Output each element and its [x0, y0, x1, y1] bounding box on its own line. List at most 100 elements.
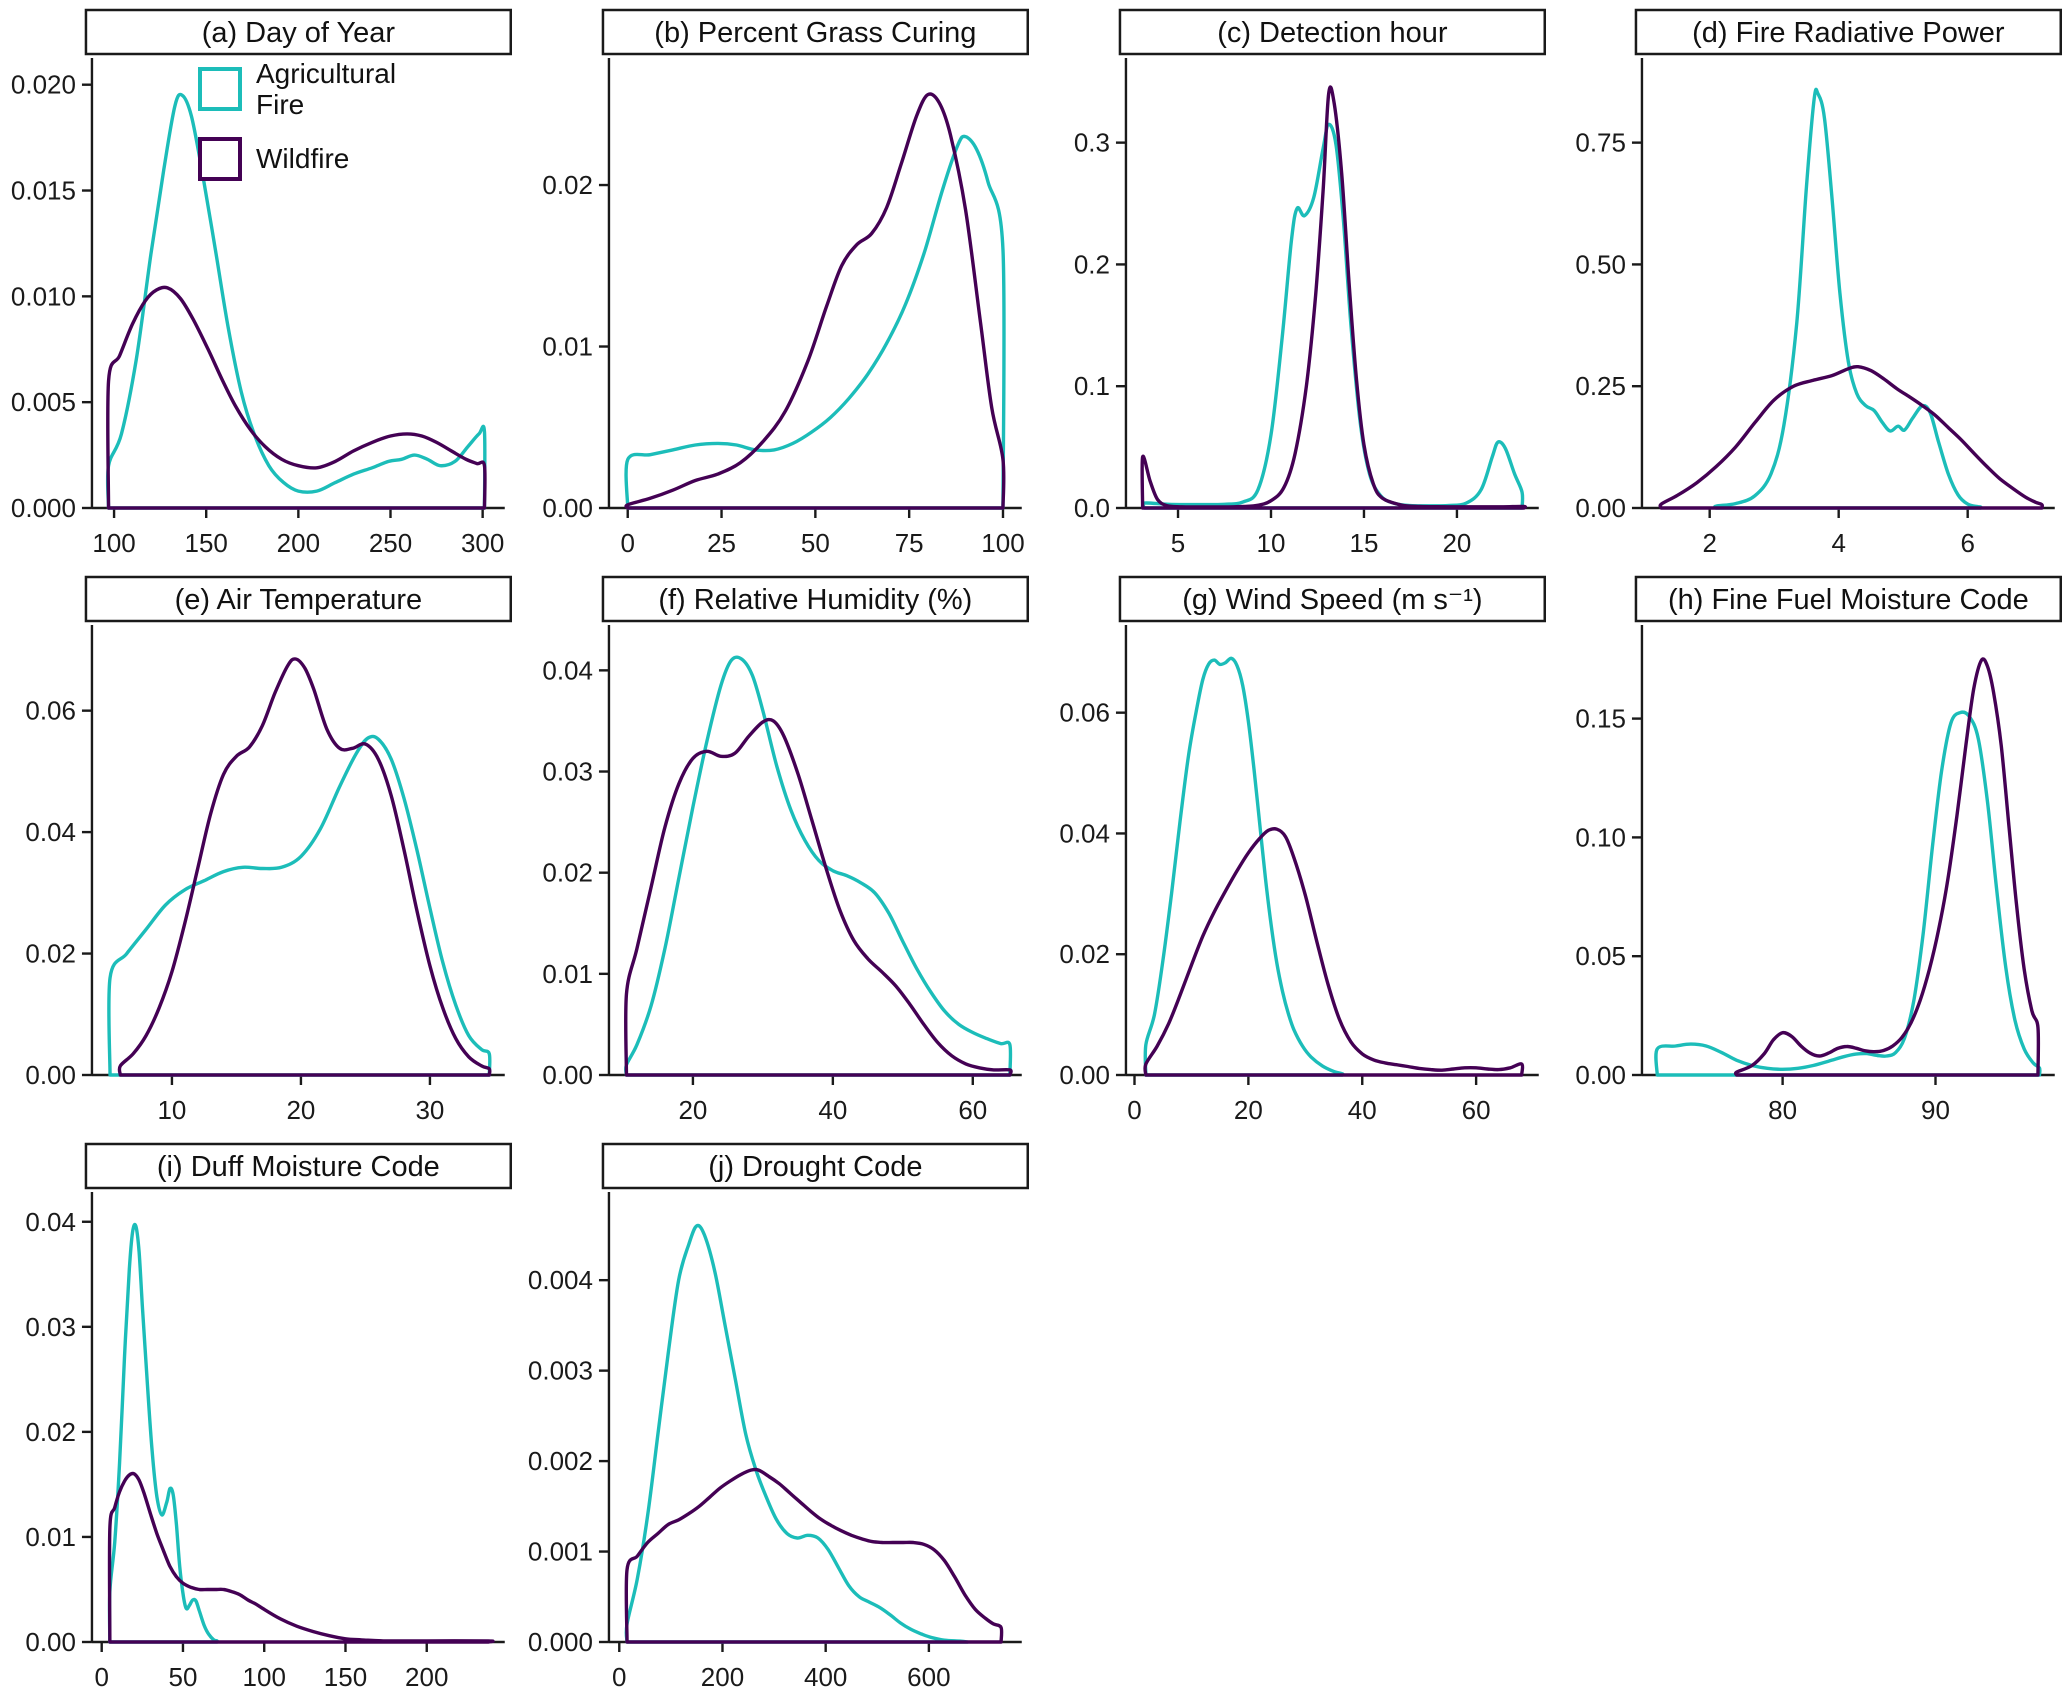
- svg-text:0.00: 0.00: [1059, 1060, 1110, 1090]
- svg-text:0.02: 0.02: [25, 1417, 76, 1447]
- svg-text:0.00: 0.00: [542, 1060, 593, 1090]
- svg-text:0.03: 0.03: [542, 757, 593, 787]
- svg-text:0.001: 0.001: [528, 1537, 593, 1567]
- svg-text:0.15: 0.15: [1576, 704, 1627, 734]
- svg-text:0.00: 0.00: [542, 493, 593, 523]
- panel-e-air-temperature: (e) Air Temperature 10 20 30 0.00 0.02 0.04 0.0…: [0, 567, 517, 1134]
- svg-text:0.04: 0.04: [25, 1207, 76, 1237]
- svg-text:40: 40: [1347, 1095, 1376, 1125]
- svg-text:150: 150: [324, 1662, 367, 1692]
- svg-text:40: 40: [818, 1095, 847, 1125]
- svg-text:0.02: 0.02: [1059, 939, 1110, 969]
- svg-text:0.00: 0.00: [1576, 1060, 1627, 1090]
- svg-text:300: 300: [461, 528, 504, 558]
- legend: Agricultural Fire Wildfire: [198, 58, 421, 181]
- svg-text:0.04: 0.04: [542, 655, 593, 685]
- svg-text:0: 0: [94, 1662, 108, 1692]
- svg-text:0: 0: [620, 528, 634, 558]
- svg-text:25: 25: [707, 528, 736, 558]
- legend-item-wildfire: Wildfire: [198, 136, 421, 181]
- svg-text:0.0: 0.0: [1073, 493, 1109, 523]
- svg-text:0.00: 0.00: [25, 1060, 76, 1090]
- svg-text:100: 100: [981, 528, 1024, 558]
- svg-text:0.06: 0.06: [25, 696, 76, 726]
- legend-label-wildfire: Wildfire: [256, 143, 350, 175]
- svg-text:10: 10: [1256, 528, 1285, 558]
- svg-text:0.015: 0.015: [11, 176, 76, 206]
- svg-text:0.01: 0.01: [25, 1522, 76, 1552]
- svg-text:(e) Air Temperature: (e) Air Temperature: [175, 584, 422, 616]
- panel-j-drought-code: (j) Drought Code 0 200 400 600 0.000 0.001 0.00…: [517, 1134, 1034, 1701]
- svg-text:0.000: 0.000: [528, 1627, 593, 1657]
- svg-text:0.3: 0.3: [1073, 128, 1109, 158]
- svg-text:(c) Detection hour: (c) Detection hour: [1217, 17, 1448, 49]
- legend-swatch-wildfire: [198, 136, 242, 181]
- svg-text:0.003: 0.003: [528, 1356, 593, 1386]
- panel-b-percent-grass-curing: (b) Percent Grass Curing 0 25 50 75 100 0.00 0.…: [517, 0, 1034, 567]
- plot-drought-code: (j) Drought Code 0 200 400 600 0.000 0.001 0.00…: [528, 1142, 1029, 1692]
- plot-fine-fuel-moisture-code: (h) Fine Fuel Moisture Code 80 90 0.00 0.05 0…: [1576, 575, 2063, 1125]
- svg-text:250: 250: [369, 528, 412, 558]
- svg-text:0: 0: [612, 1662, 626, 1692]
- svg-text:20: 20: [678, 1095, 707, 1125]
- plot-air-temperature: (e) Air Temperature 10 20 30 0.00 0.02 0.04 0.0…: [25, 575, 513, 1125]
- svg-text:50: 50: [801, 528, 830, 558]
- svg-text:50: 50: [169, 1662, 198, 1692]
- legend-item-agricultural-fire: Agricultural Fire: [198, 58, 421, 121]
- svg-text:(b) Percent Grass Curing: (b) Percent Grass Curing: [654, 17, 976, 49]
- svg-text:0.03: 0.03: [25, 1312, 76, 1342]
- svg-text:0.01: 0.01: [542, 332, 593, 362]
- svg-text:20: 20: [286, 1095, 315, 1125]
- svg-text:0.00: 0.00: [1576, 493, 1627, 523]
- svg-text:0.04: 0.04: [1059, 818, 1110, 848]
- svg-text:0.1: 0.1: [1073, 371, 1109, 401]
- svg-text:0.05: 0.05: [1576, 941, 1627, 971]
- panel-g-wind-speed: (g) Wind Speed (m s⁻¹) 0 20 40 60 0.00 0.02 0.0…: [1034, 567, 1551, 1134]
- svg-text:150: 150: [185, 528, 228, 558]
- svg-text:0.50: 0.50: [1576, 249, 1627, 279]
- empty-cell: [1550, 1134, 2067, 1701]
- plot-percent-grass-curing: (b) Percent Grass Curing 0 25 50 75 100 0.00 0.…: [542, 8, 1029, 558]
- svg-text:(g) Wind Speed (m s⁻¹): (g) Wind Speed (m s⁻¹): [1182, 584, 1482, 616]
- svg-text:0.000: 0.000: [11, 493, 76, 523]
- svg-text:100: 100: [92, 528, 135, 558]
- plot-wind-speed: (g) Wind Speed (m s⁻¹) 0 20 40 60 0.00 0.02 0.0…: [1059, 575, 1546, 1125]
- plot-duff-moisture-code: (i) Duff Moisture Code 0 50 100 150 200 0.00 0.…: [25, 1142, 513, 1692]
- svg-text:0.002: 0.002: [528, 1446, 593, 1476]
- svg-text:90: 90: [1921, 1095, 1950, 1125]
- svg-text:200: 200: [277, 528, 320, 558]
- svg-text:(f) Relative Humidity (%): (f) Relative Humidity (%): [658, 584, 972, 616]
- svg-text:(d) Fire Radiative Power: (d) Fire Radiative Power: [1692, 17, 2005, 49]
- plot-fire-radiative-power: (d) Fire Radiative Power 2 4 6 0.00 0.25 0.50 0…: [1576, 8, 2063, 558]
- svg-text:0.00: 0.00: [25, 1627, 76, 1657]
- svg-text:80: 80: [1768, 1095, 1797, 1125]
- svg-text:(j) Drought Code: (j) Drought Code: [708, 1151, 922, 1183]
- svg-text:4: 4: [1832, 528, 1846, 558]
- svg-text:75: 75: [894, 528, 923, 558]
- plot-relative-humidity: (f) Relative Humidity (%) 20 40 60 0.00 0.01 0…: [542, 575, 1029, 1125]
- svg-text:0.06: 0.06: [1059, 698, 1110, 728]
- svg-text:30: 30: [415, 1095, 444, 1125]
- svg-text:0.010: 0.010: [11, 281, 76, 311]
- plot-detection-hour: (c) Detection hour 5 10 15 20 0.0 0.1 0.2 0.3: [1073, 8, 1546, 558]
- panel-c-detection-hour: (c) Detection hour 5 10 15 20 0.0 0.1 0.2 0.3: [1034, 0, 1551, 567]
- svg-text:60: 60: [958, 1095, 987, 1125]
- panel-i-duff-moisture-code: (i) Duff Moisture Code 0 50 100 150 200 0.00 0.…: [0, 1134, 517, 1701]
- svg-text:0.04: 0.04: [25, 817, 76, 847]
- svg-text:(i) Duff Moisture Code: (i) Duff Moisture Code: [157, 1151, 440, 1183]
- plot-day-of-year: (a) Day of Year 100 150 200 250 300 0.000 0.005…: [11, 8, 513, 558]
- svg-text:200: 200: [701, 1662, 744, 1692]
- svg-text:100: 100: [243, 1662, 286, 1692]
- svg-text:0.75: 0.75: [1576, 128, 1627, 158]
- svg-text:0.25: 0.25: [1576, 371, 1627, 401]
- panel-h-fine-fuel-moisture-code: (h) Fine Fuel Moisture Code 80 90 0.00 0.05 0…: [1550, 567, 2067, 1134]
- svg-text:0.005: 0.005: [11, 387, 76, 417]
- panel-f-relative-humidity: (f) Relative Humidity (%) 20 40 60 0.00 0.01 0…: [517, 567, 1034, 1134]
- svg-text:600: 600: [907, 1662, 950, 1692]
- empty-cell: [1034, 1134, 1551, 1701]
- panel-a-day-of-year: (a) Day of Year 100 150 200 250 300 0.000 0.005…: [0, 0, 517, 567]
- svg-text:0: 0: [1127, 1095, 1141, 1125]
- svg-text:(a) Day of Year: (a) Day of Year: [202, 17, 396, 49]
- svg-text:0.01: 0.01: [542, 959, 593, 989]
